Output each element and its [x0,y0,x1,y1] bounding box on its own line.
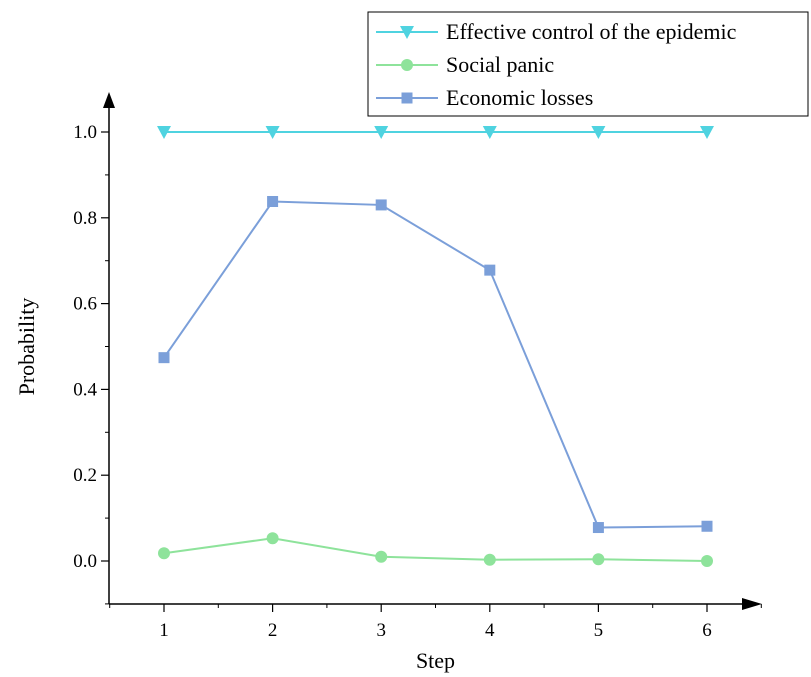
x-tick-label: 3 [376,620,386,641]
series-0 [157,126,714,139]
data-point [267,195,279,207]
data-point [158,547,170,560]
y-axis-ticks: 0.0 0.2 0.4 0.6 0.8 1.0 [73,122,109,605]
data-point [375,550,388,563]
y-tick-label: 0.2 [73,465,97,486]
data-point [482,126,497,139]
x-tick-label: 2 [268,620,278,641]
x-axis-ticks: 1 2 3 4 5 6 [109,604,762,641]
legend-marker [400,26,414,39]
x-tick-label: 5 [594,620,604,641]
series-2 [158,195,713,534]
legend-label: Effective control of the epidemic [446,19,737,44]
data-point [266,532,279,545]
series-1 [158,532,713,567]
y-tick-label: 0.4 [73,379,97,400]
series-line [163,537,708,562]
x-axis-title: Step [416,648,455,673]
y-axis-arrow [103,92,115,108]
data-point [701,555,713,567]
legend-label: Economic losses [446,85,593,110]
y-tick-label: 1.0 [73,122,97,143]
data-point [375,199,387,211]
x-tick-label: 6 [702,620,712,641]
legend-marker [401,59,413,71]
x-axis-arrow [742,598,762,610]
data-point [592,522,604,534]
x-tick-label: 4 [485,620,495,641]
series-layer [157,126,714,567]
data-point [158,352,170,364]
legend-label: Social panic [446,52,554,77]
y-tick-label: 0.6 [73,294,97,315]
data-point [484,264,496,276]
data-point [591,126,606,139]
legend-box [367,11,809,117]
y-tick-label: 0.0 [73,551,97,572]
y-axis-title: Probability [14,298,39,396]
data-point [700,126,714,139]
data-point [374,126,389,139]
legend: Effective control of the epidemic Social … [367,11,809,117]
data-point [265,126,280,139]
data-point [701,520,713,532]
axes [103,92,762,610]
legend-marker [401,92,413,104]
series-line [163,200,708,529]
data-point [592,553,605,566]
y-tick-label: 0.8 [73,208,97,229]
data-point [483,553,496,566]
x-tick-label: 1 [159,620,169,641]
data-point [157,126,171,139]
